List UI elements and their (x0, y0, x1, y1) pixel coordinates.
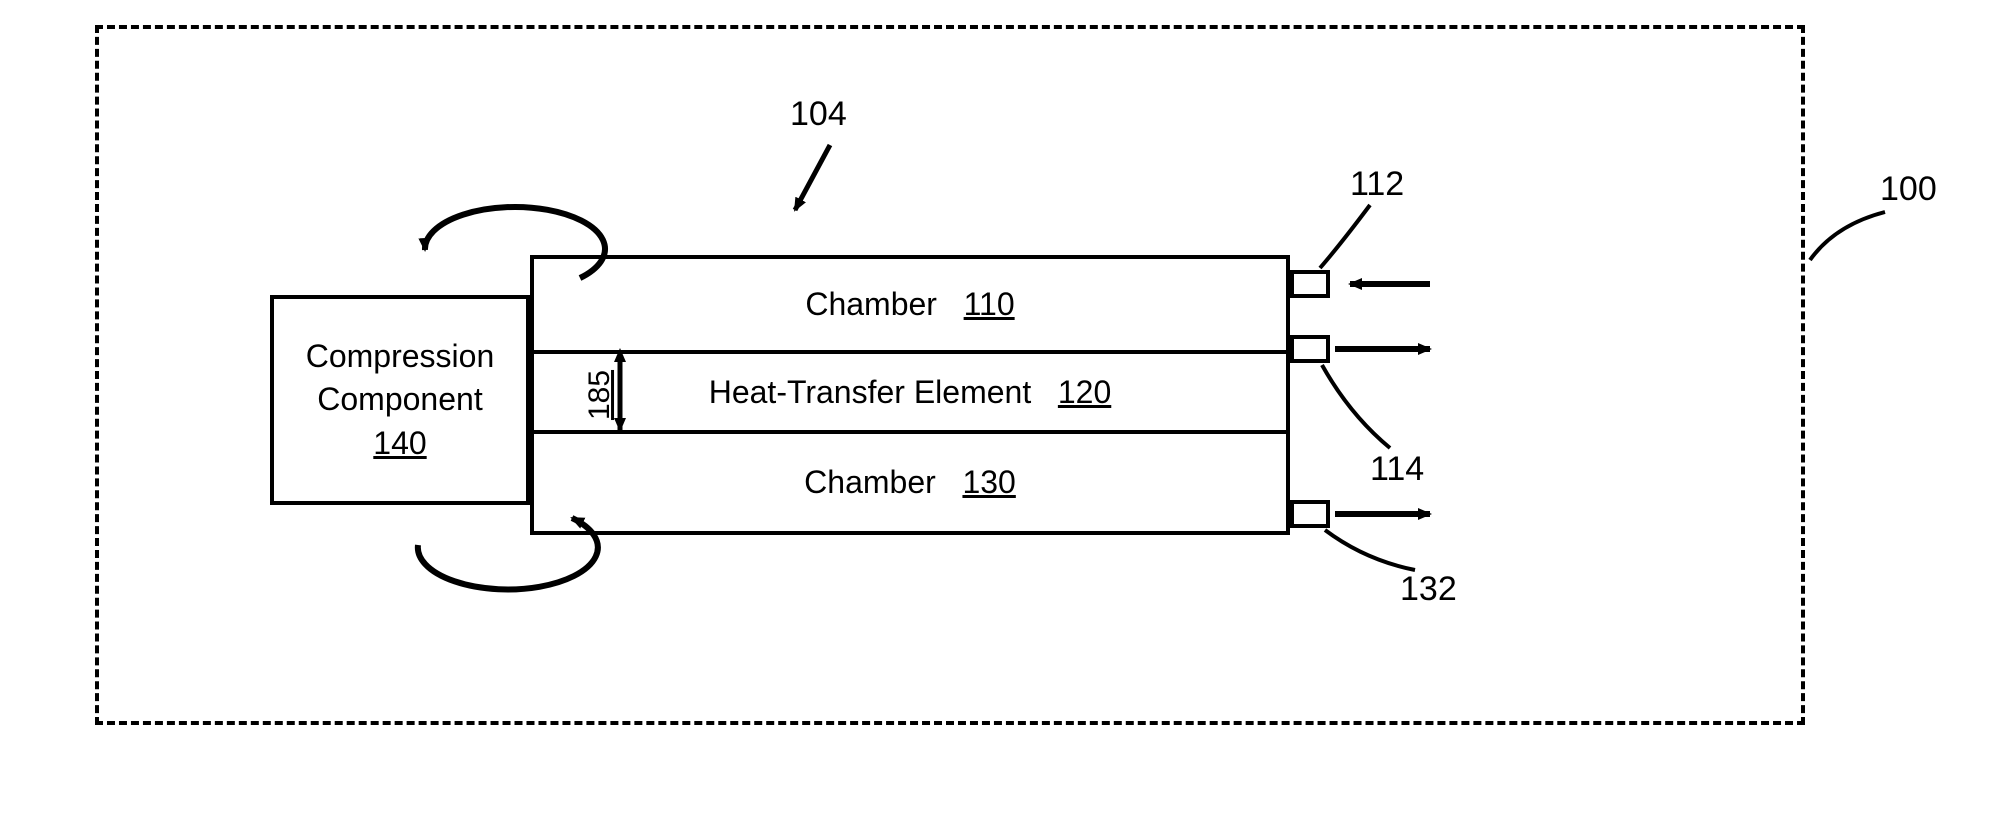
ref-104: 104 (790, 95, 847, 134)
chamber-110-ref: 110 (964, 286, 1015, 322)
heat-transfer-element-120: Heat-Transfer Element 120 (530, 350, 1290, 430)
chamber-130-label: Chamber (804, 464, 936, 500)
hte-120-ref: 120 (1058, 374, 1111, 410)
ref-185: 185 (583, 370, 617, 420)
chamber-130-ref: 130 (962, 464, 1015, 500)
chamber-110-label: Chamber (805, 286, 937, 322)
chamber-110: Chamber 110 (530, 255, 1290, 350)
compression-label: Compression Component 140 (306, 335, 495, 465)
port-114 (1290, 335, 1330, 363)
ref-132: 132 (1400, 570, 1457, 609)
compression-component-140: Compression Component 140 (270, 295, 530, 505)
leader-100 (1810, 212, 1885, 260)
port-132 (1290, 500, 1330, 528)
port-112 (1290, 270, 1330, 298)
ref-112: 112 (1350, 165, 1404, 204)
ref-114: 114 (1370, 450, 1424, 489)
ref-100: 100 (1880, 170, 1937, 209)
chamber-stack-104: Chamber 110 Heat-Transfer Element 120 Ch… (530, 255, 1290, 535)
hte-120-label: Heat-Transfer Element (709, 374, 1031, 410)
diagram-canvas: Compression Component 140 Chamber 110 He… (0, 0, 1998, 831)
chamber-130: Chamber 130 (530, 430, 1290, 535)
